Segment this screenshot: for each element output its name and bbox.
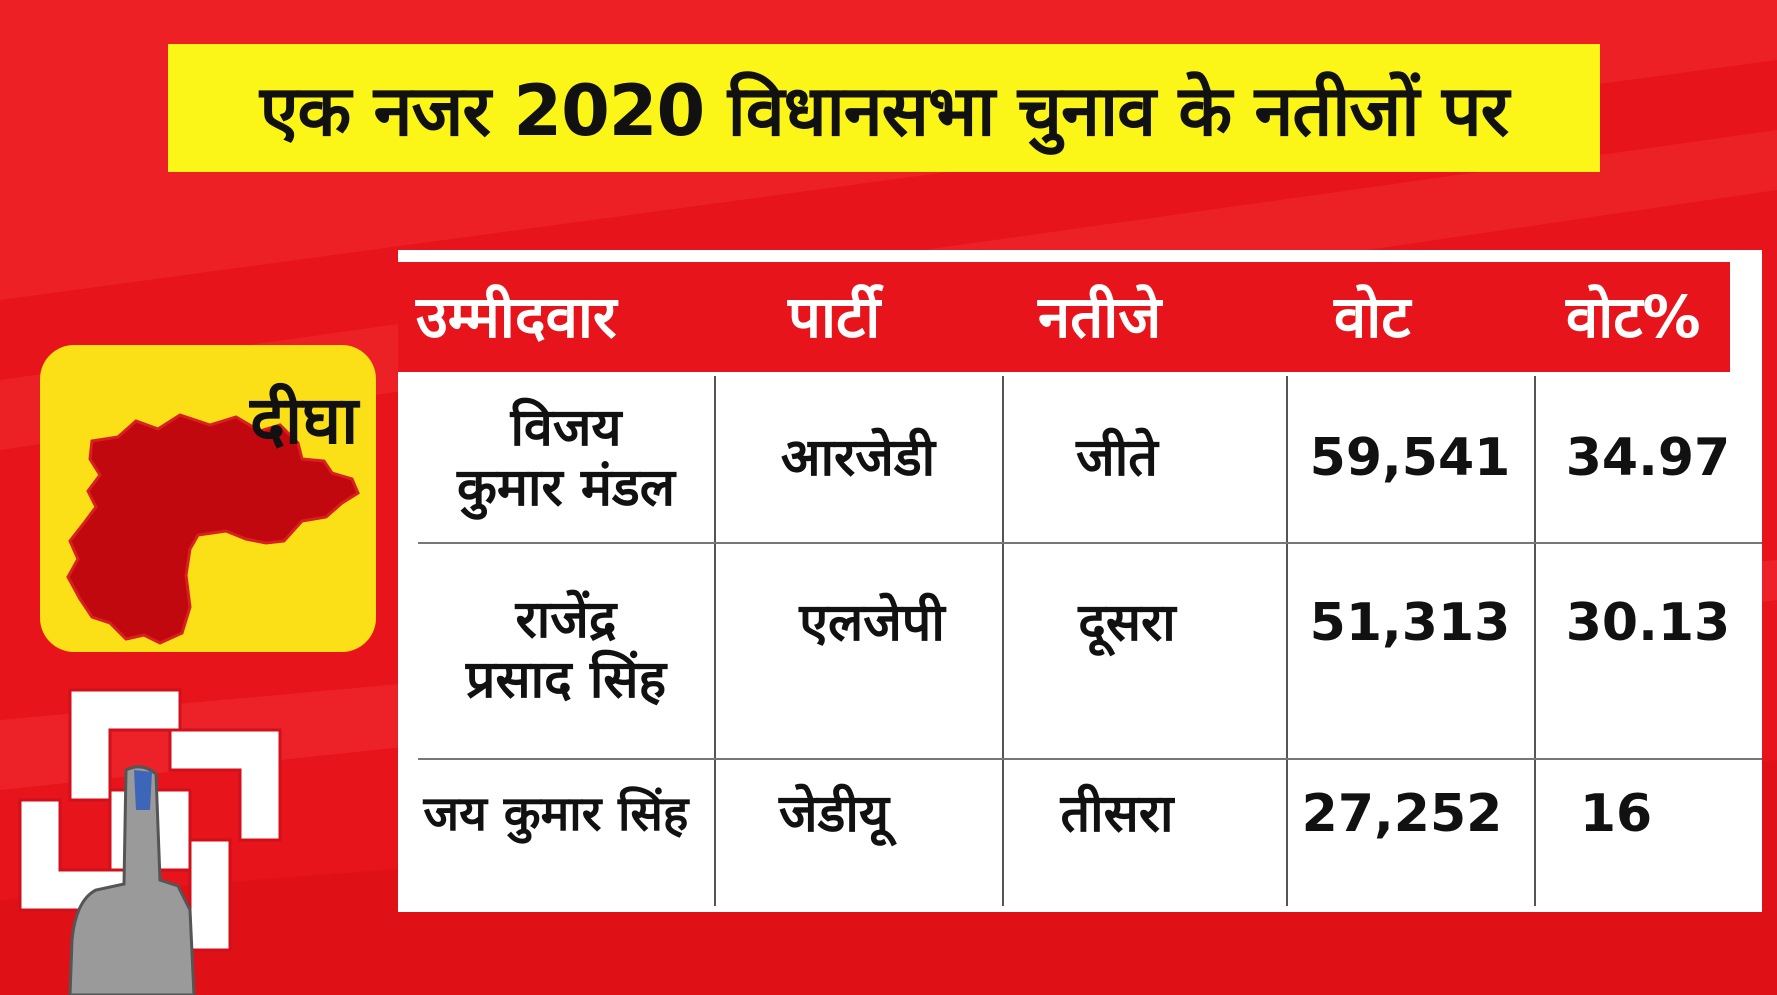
percent-cell: 34.97 [1565, 428, 1731, 489]
candidate-name-line1: विजय [510, 398, 622, 459]
table-header: उम्मीदवार पार्टी नतीजे वोट वोट% [398, 262, 1730, 372]
party-cell: आरजेडी [780, 428, 936, 489]
election-symbol-icon [18, 688, 282, 995]
table-row: विजय कुमार मंडल आरजेडी जीते 59,541 34.97 [398, 376, 1762, 542]
row-divider [418, 758, 1762, 760]
header-result: नतीजे [1038, 283, 1162, 351]
votes-cell: 59,541 [1309, 428, 1511, 489]
candidate-name-line1: जय कुमार सिंह [423, 786, 689, 843]
candidate-name-line2: कुमार मंडल [456, 458, 676, 518]
candidate-cell: विजय कुमार मंडल [418, 376, 714, 542]
constituency-card: दीघा [40, 345, 376, 652]
table-row: जय कुमार सिंह जेडीयू तीसरा 27,252 16 [398, 760, 1762, 908]
votes-cell: 27,252 [1301, 784, 1503, 845]
header-party: पार्टी [788, 283, 881, 351]
results-table: उम्मीदवार पार्टी नतीजे वोट वोट% विजय कुम… [398, 250, 1762, 912]
constituency-map-icon [66, 413, 360, 645]
candidate-name-line1: राजेंद्र [515, 590, 617, 651]
row-divider [418, 542, 1762, 544]
percent-cell: 16 [1579, 784, 1653, 845]
result-cell: तीसरा [1060, 784, 1174, 845]
constituency-name: दीघा [250, 382, 359, 459]
page-title: एक नजर 2020 विधानसभा चुनाव के नतीजों पर [259, 70, 1509, 152]
result-cell: दूसरा [1078, 593, 1176, 654]
result-cell: जीते [1076, 428, 1158, 489]
party-cell: जेडीयू [778, 784, 890, 845]
candidate-cell: जय कुमार सिंह [398, 760, 714, 870]
title-banner: एक नजर 2020 विधानसभा चुनाव के नतीजों पर [168, 44, 1600, 172]
header-votes: वोट [1334, 283, 1411, 351]
column-divider [1534, 376, 1536, 906]
percent-cell: 30.13 [1565, 593, 1731, 654]
votes-cell: 51,313 [1309, 593, 1511, 654]
party-cell: एलजेपी [799, 593, 945, 654]
table-row: राजेंद्र प्रसाद सिंह एलजेपी दूसरा 51,313… [398, 544, 1762, 758]
header-candidate: उम्मीदवार [416, 283, 617, 351]
candidate-cell: राजेंद्र प्रसाद सिंह [418, 544, 714, 758]
candidate-name-line2: प्रसाद सिंह [465, 650, 667, 710]
voting-finger-icon [68, 765, 196, 995]
column-divider [1002, 376, 1004, 906]
header-vote-percent: वोट% [1566, 283, 1701, 351]
column-divider [714, 376, 716, 906]
column-divider [1286, 376, 1288, 906]
